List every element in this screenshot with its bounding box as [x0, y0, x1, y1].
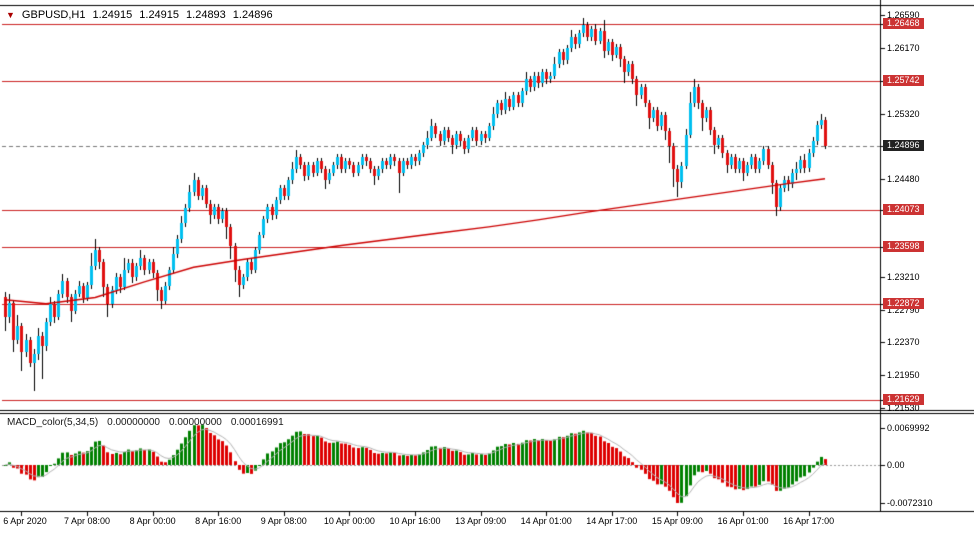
current-price-badge: 1.24896 [883, 140, 924, 152]
price-axis[interactable]: 0.0069992 0.00 -0.0072310 1.26590 1.26170… [880, 0, 974, 512]
chart-ohlc-readout: ▼ GBPUSD,H1 1.24915 1.24915 1.24893 1.24… [6, 9, 273, 21]
time-axis[interactable]: 6 Apr 2020 7 Apr 08:00 8 Apr 00:00 8 Apr 16… [0, 512, 974, 536]
macd-value-1: 0.00000000 [107, 417, 160, 428]
price-axis-label: 1.25320 [887, 108, 920, 119]
time-axis-label: 15 Apr 09:00 [651, 516, 703, 526]
price-axis-label: 1.21530 [887, 402, 920, 413]
price-axis-label: 1.24480 [887, 173, 920, 184]
price-axis-label: 1.23210 [887, 272, 920, 283]
ohlc-open: 1.24915 [92, 9, 133, 21]
ohlc-high: 1.24915 [139, 9, 180, 21]
price-axis-label: 1.22790 [887, 304, 920, 315]
macd-indicator-label: MACD_color(5,34,5) [7, 417, 99, 428]
sr-price-badge: 1.21629 [883, 393, 924, 405]
sr-price-badge: 1.26468 [883, 18, 924, 30]
time-axis-label: 8 Apr 00:00 [129, 516, 176, 526]
time-axis-label: 10 Apr 00:00 [323, 516, 375, 526]
chart-symbol-label: GBPUSD,H1 [21, 9, 86, 21]
price-axis-label: 1.26590 [887, 10, 920, 20]
price-axis-label: 1.22370 [887, 337, 920, 348]
sr-price-badge: 1.25742 [883, 74, 924, 86]
sr-price-badge: 1.22872 [883, 297, 924, 309]
ohlc-low: 1.24893 [186, 9, 226, 21]
panel-splitter[interactable] [0, 409, 974, 415]
sr-price-badge: 1.24073 [883, 204, 924, 216]
macd-value-2: 0.00000000 [169, 417, 222, 428]
time-axis-label: 8 Apr 16:00 [195, 516, 242, 526]
time-axis-label: 16 Apr 01:00 [717, 516, 769, 526]
time-axis-label: 16 Apr 17:00 [783, 516, 835, 526]
price-axis-label: 1.26170 [887, 42, 920, 53]
macd-axis-max-label: 0.0069992 [887, 423, 930, 433]
time-axis-label: 14 Apr 17:00 [586, 516, 638, 526]
time-axis-label: 10 Apr 16:00 [389, 516, 441, 526]
macd-axis-zero-label: 0.00 [887, 460, 905, 470]
time-axis-label: 9 Apr 08:00 [260, 516, 307, 526]
sr-price-badge: 1.23598 [883, 241, 924, 253]
macd-indicator-readout: MACD_color(5,34,5) 0.00000000 0.00000000… [7, 417, 284, 428]
time-axis-label: 14 Apr 01:00 [520, 516, 572, 526]
time-axis-label: 6 Apr 2020 [3, 516, 47, 526]
ohlc-close: 1.24896 [232, 9, 273, 21]
one-click-trading-icon[interactable]: ▼ [6, 9, 15, 20]
macd-axis-min-label: -0.0072310 [887, 498, 933, 508]
price-axis-label: 1.21950 [887, 370, 920, 381]
macd-value-3: 0.00016991 [230, 417, 284, 428]
time-axis-label: 7 Apr 08:00 [63, 516, 111, 526]
time-axis-label: 13 Apr 09:00 [455, 516, 507, 526]
